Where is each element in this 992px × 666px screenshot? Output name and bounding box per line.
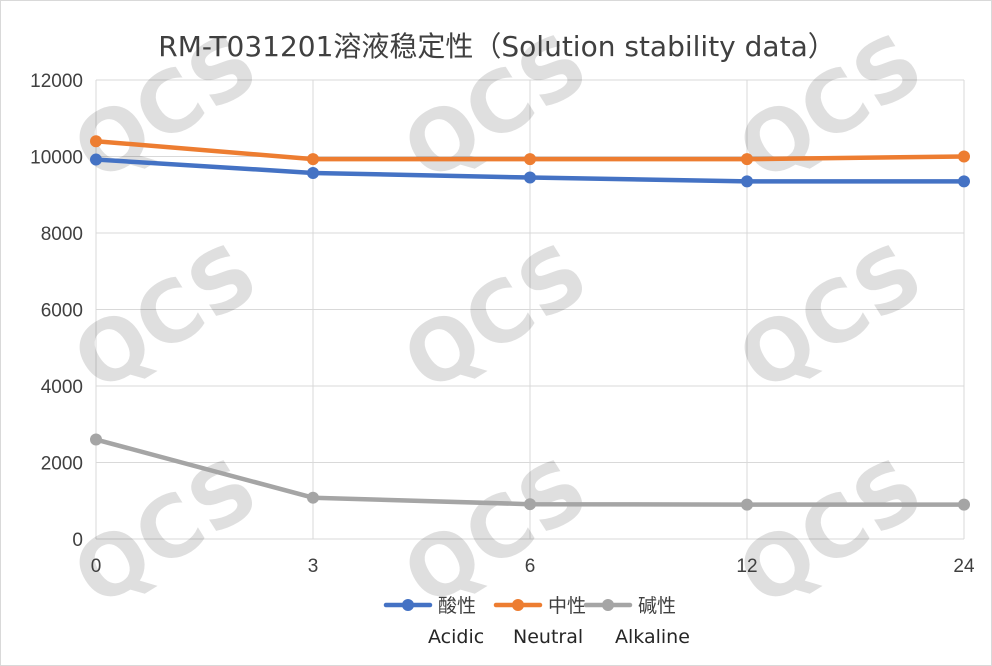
y-tick-label: 6000 <box>41 301 83 322</box>
watermark-text: QCS <box>387 224 604 411</box>
x-tick-label: 12 <box>736 556 757 577</box>
series-point <box>958 150 970 163</box>
chart-title: RM-T031201溶液稳定性（Solution stability data） <box>158 30 835 63</box>
legend-swatch-marker <box>512 599 524 611</box>
series-point <box>958 498 970 511</box>
legend: 酸性 中性 碱性 Acidic Neutral Alkaline <box>383 595 690 648</box>
series-layer <box>90 135 970 511</box>
series-point <box>90 135 102 148</box>
axis-layer: 0 2000 4000 6000 8000 10000 12000 0 3 6 12 24 <box>30 71 975 577</box>
watermark-text: QCS <box>722 439 939 626</box>
legend-label: 碱性 <box>638 595 676 617</box>
x-tick-label: 24 <box>953 556 975 577</box>
series-point <box>524 171 536 184</box>
legend-label: 中性 <box>548 595 586 617</box>
legend-subtitle: Neutral <box>513 626 583 648</box>
y-tick-label: 2000 <box>41 454 83 475</box>
series-point <box>741 498 753 511</box>
legend-subtitle: Alkaline <box>615 626 690 648</box>
series-point <box>958 175 970 188</box>
series-point <box>90 433 102 446</box>
series-point <box>307 153 319 166</box>
watermark-text: QCS <box>57 224 274 411</box>
y-tick-label: 8000 <box>41 224 83 245</box>
y-tick-label: 12000 <box>30 71 83 92</box>
legend-subtitle: Acidic <box>428 626 484 648</box>
legend-swatch-marker <box>602 599 614 611</box>
y-tick-label: 0 <box>72 530 83 551</box>
x-tick-label: 3 <box>308 556 319 577</box>
x-tick-label: 0 <box>91 556 102 577</box>
y-tick-label: 10000 <box>30 148 83 169</box>
watermark-text: QCS <box>722 224 939 411</box>
watermark-text: QCS <box>57 439 274 626</box>
y-tick-label: 4000 <box>41 377 83 398</box>
series-point <box>307 166 319 179</box>
x-tick-label: 6 <box>525 556 536 577</box>
legend-label: 酸性 <box>438 595 476 617</box>
series-point <box>90 153 102 166</box>
series-point <box>524 498 536 511</box>
legend-swatch-marker <box>402 599 414 611</box>
series-point <box>307 491 319 504</box>
series-point <box>524 153 536 166</box>
series-point <box>741 153 753 166</box>
series-point <box>741 175 753 188</box>
